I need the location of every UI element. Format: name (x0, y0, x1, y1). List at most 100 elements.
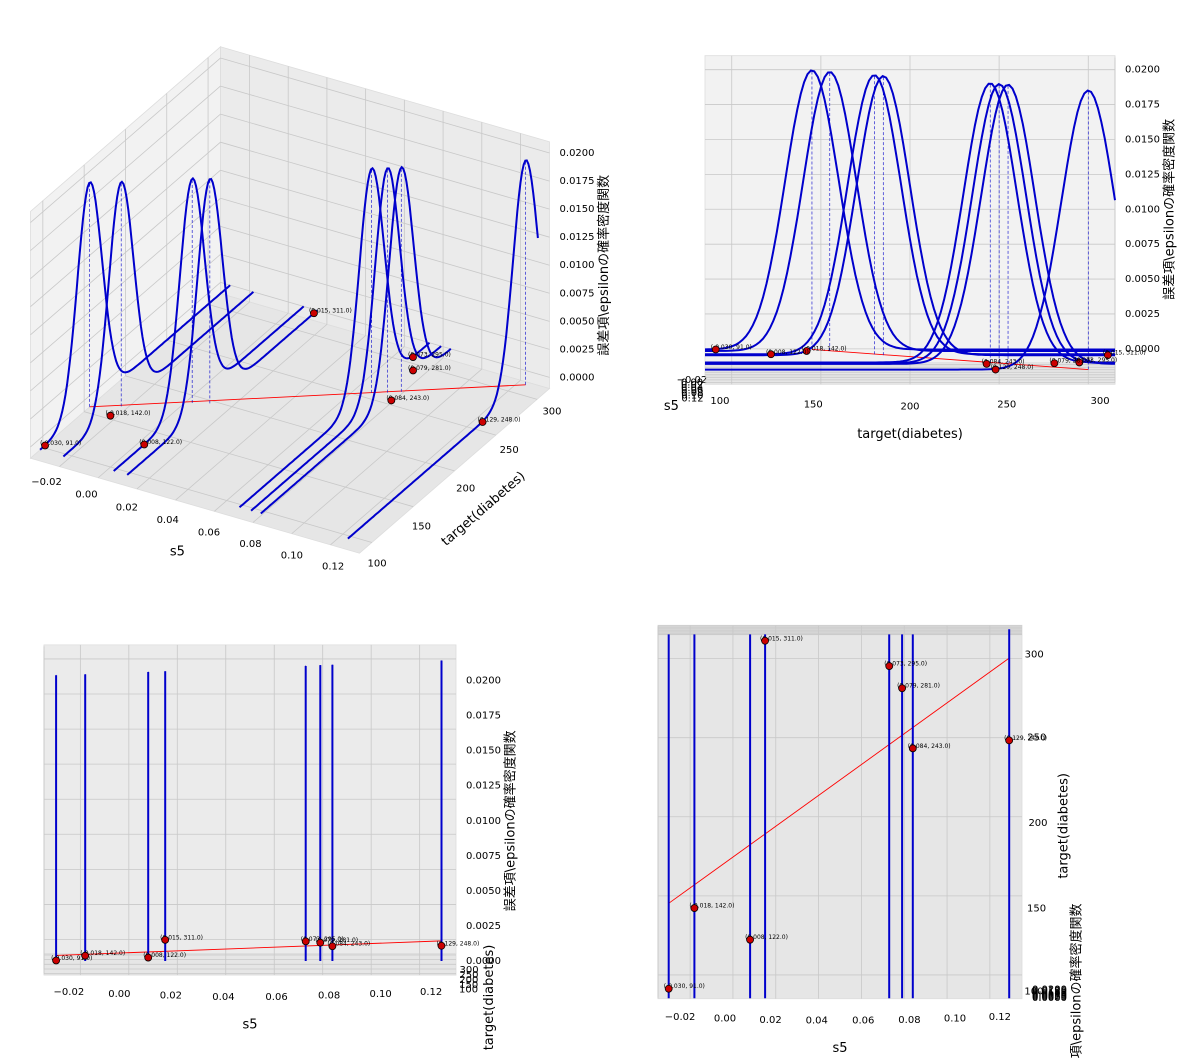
grid-line (30, 197, 221, 364)
density-curve (705, 71, 1115, 352)
point-label: (0.008, 122.0) (143, 952, 186, 959)
point-label: (-0.030, 91.0) (51, 955, 92, 962)
tick-label: 0.0025 (1125, 309, 1160, 320)
density-curve (705, 89, 1116, 371)
tick-label: 0.0075 (1032, 990, 1067, 1001)
tick-label: 0.0025 (560, 344, 595, 355)
tick-label: 300 (1025, 649, 1044, 660)
tick-label: −0.02 (54, 987, 85, 998)
point-label: (0.008, 122.0) (139, 439, 182, 446)
tick-label: 0.06 (852, 1016, 874, 1027)
density-curve (126, 178, 318, 476)
z-axis-title: 誤差項\epsilonの確率密度関数 (503, 730, 519, 911)
data-point (144, 953, 153, 962)
point-label: (-0.018, 142.0) (105, 410, 150, 417)
point-label: (-0.030, 91.0) (40, 440, 81, 447)
tick-label: 0.10 (370, 989, 392, 1000)
tick-label: 0.0000 (560, 372, 595, 383)
tick-label: 0.12 (322, 562, 344, 573)
tick-label: 0.0050 (1032, 991, 1067, 1002)
grid-line (30, 254, 221, 420)
data-point (316, 938, 325, 947)
tick-label: 0.0050 (560, 316, 595, 327)
data-point (898, 684, 906, 693)
y-axis-title: target(diabetes) (1056, 773, 1071, 879)
tick-label: 0.0025 (466, 921, 501, 932)
point-label: (0.073, 295.0) (408, 352, 451, 359)
tick-label: 250 (997, 399, 1016, 410)
tick-label: 0.04 (157, 515, 179, 526)
x-axis-title: s5 (170, 544, 185, 559)
point-label: (0.084, 243.0) (982, 358, 1025, 365)
point-label: (0.015, 311.0) (309, 308, 352, 315)
tick-label: 0.0075 (1125, 239, 1160, 250)
tick-label: 200 (900, 401, 919, 412)
x-axis-title: s5 (832, 1041, 847, 1056)
data-point (301, 937, 310, 946)
data-point (387, 396, 396, 405)
grid-line (84, 411, 414, 508)
grid-line (30, 57, 221, 223)
tick-label: 0.08 (239, 539, 261, 550)
regression-line (811, 349, 1089, 371)
tick-label: 0.06 (265, 992, 287, 1003)
tick-label: 0.0050 (466, 886, 501, 897)
tick-label: 0.0150 (466, 746, 501, 757)
tick-label: 0.0100 (466, 816, 501, 827)
tick-label: 0.12 (681, 393, 703, 404)
tick-label: 0.0175 (1032, 986, 1067, 997)
grid-line (220, 225, 550, 322)
density-curve (705, 83, 1116, 365)
point-label: (0.008, 122.0) (766, 349, 809, 356)
y-axis-title: target(diabetes) (857, 427, 963, 442)
tick-label: 0.0200 (1125, 65, 1160, 76)
tick-label: 0.00 (681, 378, 703, 389)
data-point (140, 440, 149, 449)
tick-label: −0.02 (665, 1012, 696, 1023)
data-point (982, 359, 991, 368)
tick-label: 0.04 (212, 992, 234, 1003)
data-point (161, 935, 170, 944)
tick-label: 0.0025 (1032, 992, 1067, 1003)
data-point (106, 411, 115, 420)
tick-label: 0.0075 (466, 851, 501, 862)
tick-label: 300 (460, 965, 479, 976)
data-point (711, 345, 720, 354)
tick-label: 300 (1090, 396, 1109, 407)
data-point (1050, 359, 1059, 368)
point-label: (0.079, 281.0) (315, 937, 358, 944)
tick-label: 0.02 (681, 380, 703, 391)
tick-label: 0.02 (116, 502, 138, 513)
grid-line (125, 375, 455, 472)
tick-label: 0.00 (75, 490, 97, 501)
point-label: (0.015, 311.0) (1103, 350, 1146, 357)
data-point (767, 350, 775, 359)
data-point (328, 942, 337, 951)
tick-label: 0.0000 (466, 956, 501, 967)
density-curve (250, 167, 442, 512)
tick-label: 0.00 (714, 1014, 736, 1025)
tick-label: 0.0000 (1032, 993, 1067, 1004)
tick-label: 0.00 (108, 989, 130, 1000)
tick-label: 0.0150 (560, 204, 595, 215)
tick-label: 0.0200 (560, 148, 595, 159)
point-label: (0.073, 295.0) (884, 661, 927, 668)
density-curve (347, 159, 539, 540)
tick-label: 0.02 (759, 1015, 781, 1026)
tick-label: 0.0050 (1125, 274, 1160, 285)
grid-line (30, 141, 221, 308)
tick-label: 0.0100 (560, 260, 595, 271)
data-point (81, 951, 90, 960)
grid-line (42, 447, 373, 543)
tick-label: 0.0175 (560, 176, 595, 187)
point-label: (-0.030, 91.0) (664, 983, 705, 990)
tick-label: 150 (412, 521, 431, 532)
y-axis-title: target(diabetes) (439, 469, 529, 549)
data-point (1103, 351, 1112, 360)
tick-label: 0.0200 (466, 676, 501, 687)
tick-label: 0.0200 (1032, 985, 1067, 996)
tick-label: 0.12 (989, 1012, 1011, 1023)
tick-label: 150 (1027, 904, 1046, 915)
data-point (1005, 736, 1014, 745)
tick-label: −0.02 (677, 375, 708, 386)
